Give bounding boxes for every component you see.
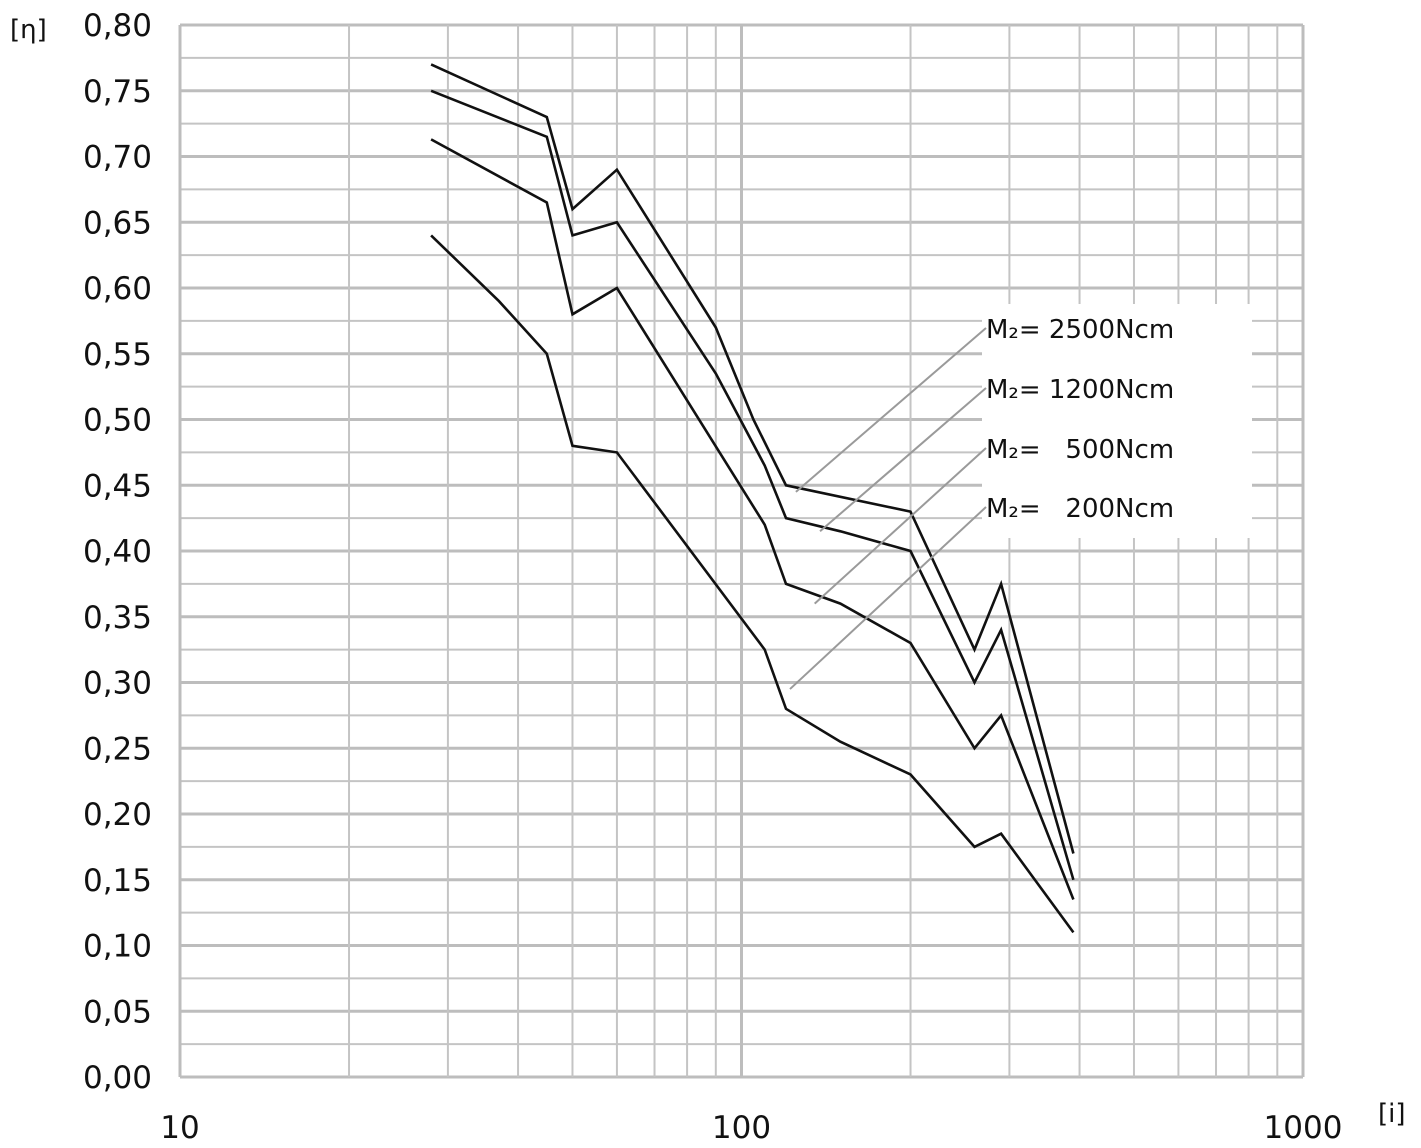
legend-entry-4: M₂= 200Ncm	[986, 494, 1174, 524]
y-tick-label: 0,25	[83, 731, 152, 767]
y-tick-label: 0,40	[83, 534, 152, 570]
y-axis-label: [η]	[10, 15, 47, 45]
series-lines	[430, 63, 1075, 934]
y-tick-label: 0,00	[83, 1060, 152, 1096]
leader-line-3	[814, 447, 987, 605]
legend-box	[982, 304, 1252, 538]
series-line-1	[430, 63, 1075, 854]
y-tick-label: 0,65	[83, 205, 152, 241]
leader-line-4	[789, 506, 987, 690]
legend-entry-3: M₂= 500Ncm	[986, 435, 1174, 465]
legend-leaders	[789, 327, 987, 690]
grid	[178, 23, 1305, 1079]
y-tick-label: 0,20	[83, 797, 152, 833]
y-tick-label: 0,10	[83, 929, 152, 965]
y-tick-label: 0,55	[83, 337, 152, 373]
y-tick-label: 0,80	[83, 8, 152, 44]
legend-entry-2: M₂= 1200Ncm	[986, 375, 1174, 405]
y-tick-label: 0,35	[83, 600, 152, 636]
y-tick-label: 0,50	[83, 403, 152, 439]
leader-line-2	[819, 387, 987, 533]
x-axis-label: [i]	[1378, 1099, 1406, 1129]
series-line-2	[430, 89, 1075, 881]
y-tick-label: 0,45	[83, 468, 152, 504]
legend-entry-1: M₂= 2500Ncm	[986, 315, 1174, 345]
x-tick-label: 1000	[1264, 1110, 1343, 1146]
y-tick-label: 0,05	[83, 994, 152, 1030]
series-line-4	[430, 234, 1075, 934]
y-tick-label: 0,30	[83, 666, 152, 702]
y-tick-label: 0,15	[83, 863, 152, 899]
y-tick-label: 0,70	[83, 140, 152, 176]
leader-line-1	[795, 327, 987, 493]
x-tick-label: 10	[160, 1110, 199, 1146]
y-tick-label: 0,60	[83, 271, 152, 307]
series-line-3	[430, 138, 1075, 900]
x-tick-label: 100	[712, 1110, 771, 1146]
legend: M₂= 2500Ncm M₂= 1200Ncm M₂= 500Ncm M₂= 200N…	[986, 315, 1174, 524]
y-tick-label: 0,75	[83, 74, 152, 110]
tick-labels: 0,00 0,05 0,10 0,15 0,20 0,25 0,30 0,35 0,40 0,45…	[83, 8, 1342, 1146]
